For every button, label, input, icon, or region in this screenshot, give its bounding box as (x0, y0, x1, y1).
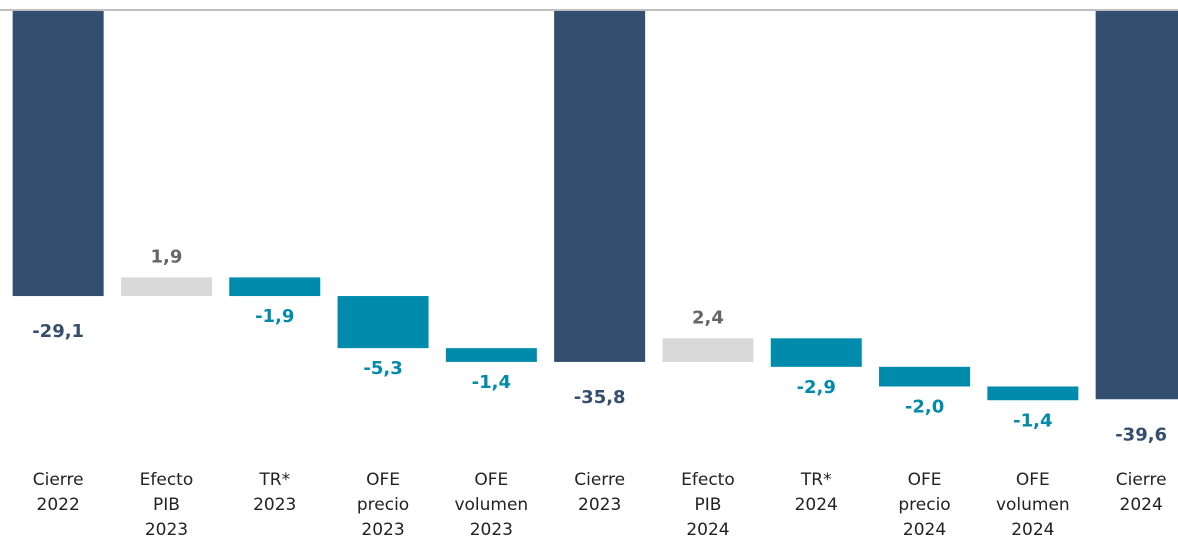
x-tick-label: PIB (694, 495, 721, 515)
x-tick-label: 2024 (795, 495, 838, 515)
bar (662, 338, 754, 362)
x-tick-label: Cierre (33, 470, 84, 490)
x-tick-label: 2024 (1120, 495, 1163, 515)
x-tick-label: 2023 (253, 495, 296, 515)
value-label: -1,9 (255, 306, 294, 327)
x-tick-label: 2022 (37, 495, 80, 515)
x-tick-label: OFE (908, 470, 942, 490)
x-tick-label: 2023 (578, 495, 621, 515)
x-tick-label: 2024 (1011, 520, 1054, 540)
bar (770, 338, 862, 367)
value-label: 2,4 (692, 307, 724, 328)
value-label: -1,4 (1013, 410, 1052, 431)
bar (445, 348, 537, 362)
x-tick-label: volumen (454, 495, 528, 515)
bar (879, 366, 971, 387)
bar (120, 277, 212, 297)
bar (1095, 10, 1178, 400)
bar (337, 296, 429, 349)
bar (229, 277, 321, 297)
x-tick-label: 2024 (686, 520, 729, 540)
x-tick-label: 2023 (361, 520, 404, 540)
x-tick-label: Efecto (140, 470, 194, 490)
bar (554, 10, 646, 362)
value-label: -2,9 (797, 377, 836, 398)
x-tick-label: TR* (258, 470, 290, 490)
value-label: 1,9 (151, 246, 183, 267)
x-tick-label: TR* (800, 470, 832, 490)
value-label: -35,8 (574, 387, 626, 408)
value-label: -2,0 (905, 396, 944, 417)
value-label: -29,1 (32, 321, 84, 342)
x-tick-label: Cierre (1116, 470, 1167, 490)
x-tick-label: precio (898, 495, 950, 515)
x-tick-label: Efecto (681, 470, 735, 490)
bar (12, 10, 104, 297)
x-tick-label: 2024 (903, 520, 946, 540)
x-tick-label: 2023 (470, 520, 513, 540)
x-tick-label: PIB (153, 495, 180, 515)
x-tick-label: precio (357, 495, 409, 515)
bar (987, 386, 1079, 401)
x-tick-label: OFE (474, 470, 508, 490)
x-tick-label: OFE (1016, 470, 1050, 490)
x-tick-label: OFE (366, 470, 400, 490)
x-tick-label: Cierre (574, 470, 625, 490)
value-label: -5,3 (363, 358, 402, 379)
value-label: -1,4 (472, 372, 511, 393)
x-tick-label: 2023 (145, 520, 188, 540)
x-tick-label: volumen (996, 495, 1070, 515)
value-label: -39,6 (1115, 424, 1167, 445)
